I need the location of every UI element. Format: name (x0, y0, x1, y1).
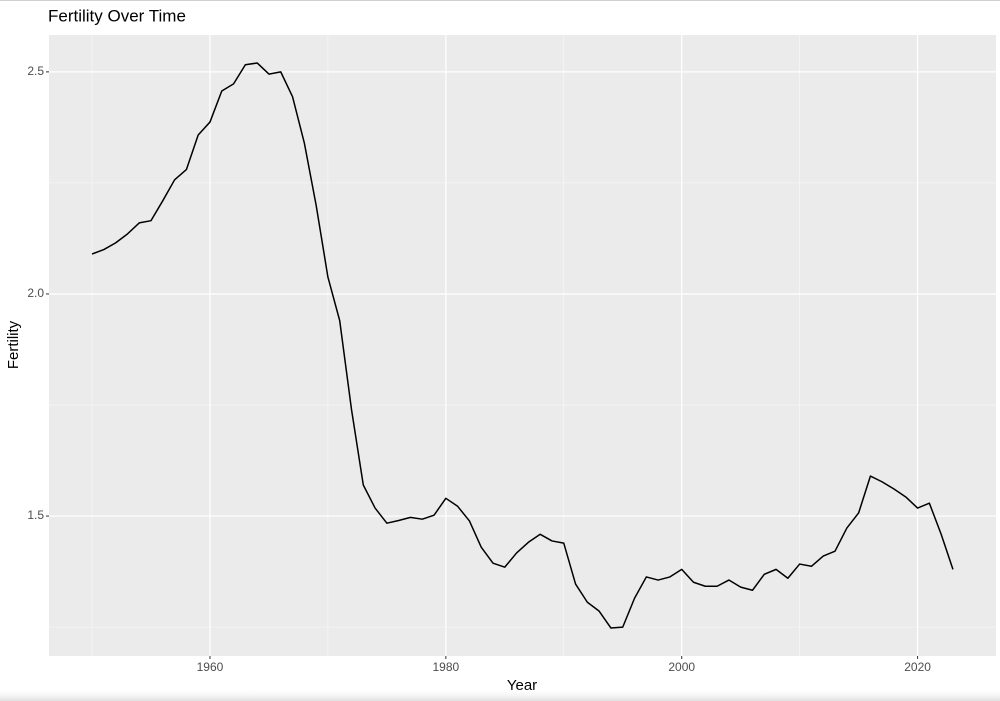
y-tick-label: 2.5 (27, 64, 44, 78)
x-tick-label: 2000 (668, 660, 695, 674)
grid (49, 35, 996, 656)
y-tick-label: 1.5 (27, 508, 44, 522)
y-tick-label: 2.0 (27, 286, 44, 300)
x-tick-label: 1980 (432, 660, 459, 674)
window-shadow (0, 688, 1000, 701)
chart-title: Fertility Over Time (48, 6, 186, 25)
line (91, 62, 954, 629)
ticks: 1.5 2.0 2.5 1960 1980 2000 2020 (27, 64, 931, 674)
plot-panel (49, 35, 996, 656)
x-tick-label: 1960 (197, 660, 224, 674)
x-tick-label: 2020 (904, 660, 931, 674)
y-axis-title: Fertility (5, 320, 22, 369)
